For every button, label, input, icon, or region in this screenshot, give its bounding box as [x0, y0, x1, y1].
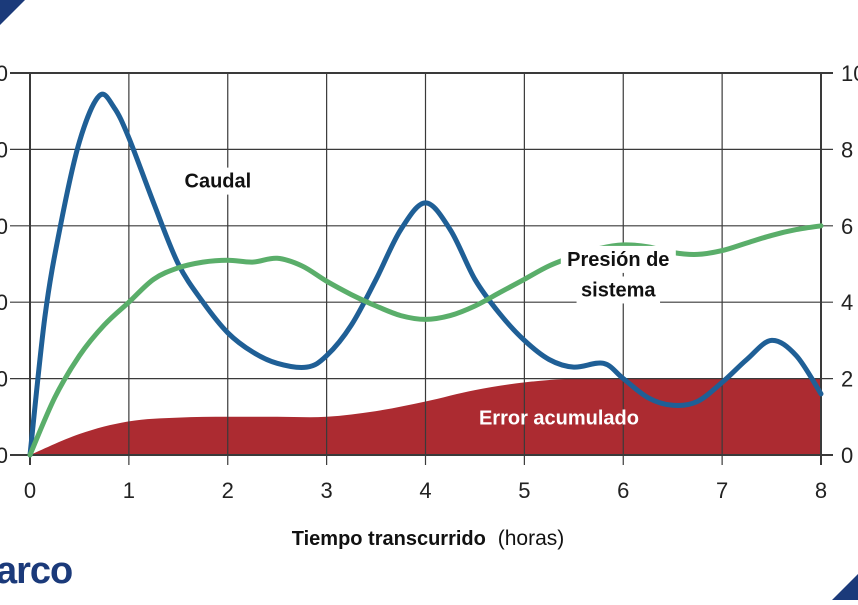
brand-logo: arco [0, 550, 73, 592]
axes: 0123456780246810000000 [0, 61, 858, 503]
series-lines [27, 91, 824, 458]
left-y-tick-label: 0 [0, 443, 8, 468]
x-tick-label: 3 [321, 478, 333, 503]
left-y-tick-label: 0 [0, 367, 8, 392]
presi-n-de-sistema-line [27, 223, 824, 458]
left-y-tick-label: 0 [0, 61, 8, 86]
right-y-tick-label: 10 [841, 61, 858, 86]
label-background [181, 167, 255, 195]
series-annotation: Error acumulado [479, 407, 639, 429]
right-y-tick-label: 8 [841, 137, 853, 162]
x-tick-label: 4 [419, 478, 431, 503]
grid [10, 72, 833, 465]
left-y-tick-label: 0 [0, 214, 8, 239]
label-background [576, 276, 661, 304]
x-axis-title-main: Tiempo transcurrido [292, 528, 486, 550]
left-y-tick-label: 0 [0, 137, 8, 162]
series-labels: Caudal Presión de sistema Error acumulado [181, 167, 676, 429]
x-tick-label: 0 [24, 478, 36, 503]
series-annotation: Caudal [185, 171, 252, 193]
x-tick-label: 2 [222, 478, 234, 503]
right-y-tick-label: 0 [841, 443, 853, 468]
x-axis-title: Tiempo transcurrido (horas) [292, 527, 565, 550]
right-y-tick-label: 2 [841, 367, 853, 392]
left-y-tick-label: 0 [0, 290, 8, 315]
corner-decoration-bottom-right [832, 574, 858, 600]
x-axis-title-unit: (horas) [498, 527, 565, 550]
series-annotation: sistema [581, 279, 656, 301]
x-tick-label: 8 [815, 478, 827, 503]
x-tick-label: 6 [617, 478, 629, 503]
right-y-tick-label: 6 [841, 214, 853, 239]
corner-decoration-top-left [0, 0, 25, 25]
x-tick-label: 5 [518, 478, 530, 503]
series-annotation: Presión de [567, 249, 669, 271]
caudal-line [27, 91, 824, 458]
x-tick-label: 1 [123, 478, 135, 503]
label-background [560, 245, 676, 273]
x-tick-label: 7 [716, 478, 728, 503]
right-y-tick-label: 4 [841, 290, 853, 315]
